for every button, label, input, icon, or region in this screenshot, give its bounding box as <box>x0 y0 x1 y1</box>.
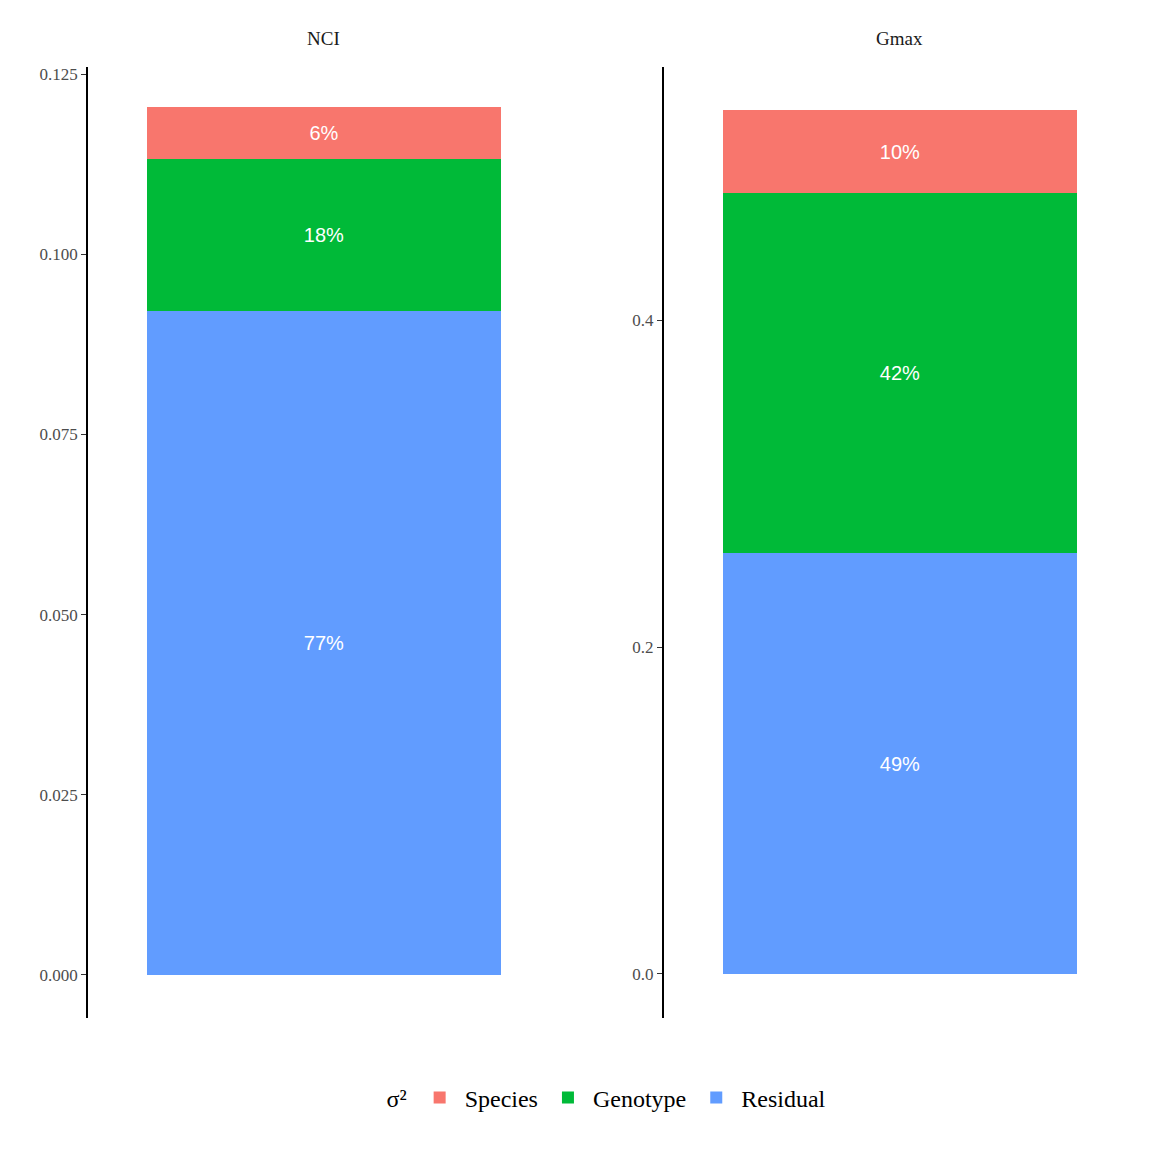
svg-text:49%: 49% <box>880 753 920 775</box>
svg-text:Residual: Residual <box>741 1086 825 1112</box>
svg-text:6%: 6% <box>309 122 338 144</box>
svg-text:0.000: 0.000 <box>39 966 77 985</box>
svg-text:42%: 42% <box>880 362 920 384</box>
svg-text:NCI: NCI <box>307 28 340 49</box>
svg-text:10%: 10% <box>880 141 920 163</box>
svg-text:Gmax: Gmax <box>876 28 923 49</box>
svg-text:σ²: σ² <box>387 1086 407 1112</box>
svg-text:0.0: 0.0 <box>632 965 653 984</box>
svg-text:0.025: 0.025 <box>39 786 77 805</box>
svg-text:Genotype: Genotype <box>593 1086 686 1112</box>
svg-text:Species: Species <box>465 1086 538 1112</box>
svg-text:77%: 77% <box>304 632 344 654</box>
svg-text:0.100: 0.100 <box>39 245 77 264</box>
svg-text:0.2: 0.2 <box>632 638 653 657</box>
svg-text:0.050: 0.050 <box>39 606 77 625</box>
svg-text:0.4: 0.4 <box>632 311 654 330</box>
svg-text:0.075: 0.075 <box>39 425 77 444</box>
svg-text:0.125: 0.125 <box>39 65 77 84</box>
svg-text:18%: 18% <box>304 224 344 246</box>
